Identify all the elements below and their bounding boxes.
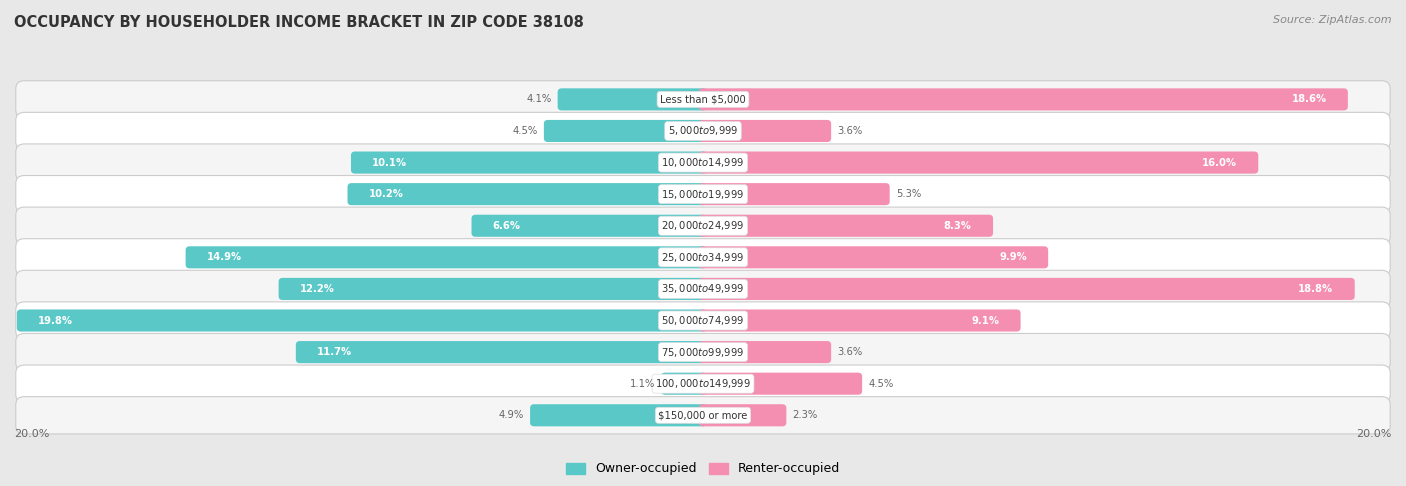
Text: 20.0%: 20.0% xyxy=(14,429,49,438)
FancyBboxPatch shape xyxy=(347,183,707,205)
Text: Source: ZipAtlas.com: Source: ZipAtlas.com xyxy=(1274,15,1392,25)
Text: $150,000 or more: $150,000 or more xyxy=(658,410,748,420)
FancyBboxPatch shape xyxy=(661,373,707,395)
Text: 1.1%: 1.1% xyxy=(630,379,655,389)
FancyBboxPatch shape xyxy=(15,333,1391,371)
Text: 18.6%: 18.6% xyxy=(1291,94,1326,104)
Text: 14.9%: 14.9% xyxy=(207,252,242,262)
Legend: Owner-occupied, Renter-occupied: Owner-occupied, Renter-occupied xyxy=(561,457,845,481)
Text: 3.6%: 3.6% xyxy=(838,126,863,136)
Text: 11.7%: 11.7% xyxy=(318,347,353,357)
Text: 4.5%: 4.5% xyxy=(869,379,894,389)
FancyBboxPatch shape xyxy=(295,341,707,363)
Text: 10.1%: 10.1% xyxy=(373,157,408,168)
FancyBboxPatch shape xyxy=(352,152,707,174)
Text: $100,000 to $149,999: $100,000 to $149,999 xyxy=(655,377,751,390)
FancyBboxPatch shape xyxy=(15,270,1391,308)
Text: 10.2%: 10.2% xyxy=(368,189,404,199)
FancyBboxPatch shape xyxy=(15,144,1391,181)
FancyBboxPatch shape xyxy=(15,365,1391,402)
Text: $5,000 to $9,999: $5,000 to $9,999 xyxy=(668,124,738,138)
FancyBboxPatch shape xyxy=(15,81,1391,118)
FancyBboxPatch shape xyxy=(699,152,1258,174)
Text: $20,000 to $24,999: $20,000 to $24,999 xyxy=(661,219,745,232)
Text: Less than $5,000: Less than $5,000 xyxy=(661,94,745,104)
FancyBboxPatch shape xyxy=(530,404,707,426)
Text: $50,000 to $74,999: $50,000 to $74,999 xyxy=(661,314,745,327)
Text: 5.3%: 5.3% xyxy=(896,189,921,199)
Text: $15,000 to $19,999: $15,000 to $19,999 xyxy=(661,188,745,201)
FancyBboxPatch shape xyxy=(558,88,707,110)
Text: 8.3%: 8.3% xyxy=(943,221,972,231)
FancyBboxPatch shape xyxy=(699,278,1355,300)
FancyBboxPatch shape xyxy=(278,278,707,300)
FancyBboxPatch shape xyxy=(15,112,1391,150)
FancyBboxPatch shape xyxy=(15,239,1391,276)
FancyBboxPatch shape xyxy=(699,88,1348,110)
FancyBboxPatch shape xyxy=(17,310,707,331)
FancyBboxPatch shape xyxy=(699,310,1021,331)
FancyBboxPatch shape xyxy=(15,397,1391,434)
Text: 4.5%: 4.5% xyxy=(512,126,537,136)
FancyBboxPatch shape xyxy=(699,373,862,395)
Text: 20.0%: 20.0% xyxy=(1357,429,1392,438)
Text: 12.2%: 12.2% xyxy=(299,284,335,294)
FancyBboxPatch shape xyxy=(544,120,707,142)
Text: 18.8%: 18.8% xyxy=(1298,284,1333,294)
Text: 6.6%: 6.6% xyxy=(494,221,520,231)
Text: 9.9%: 9.9% xyxy=(1000,252,1026,262)
Text: 3.6%: 3.6% xyxy=(838,347,863,357)
FancyBboxPatch shape xyxy=(699,120,831,142)
Text: $25,000 to $34,999: $25,000 to $34,999 xyxy=(661,251,745,264)
Text: $75,000 to $99,999: $75,000 to $99,999 xyxy=(661,346,745,359)
FancyBboxPatch shape xyxy=(699,341,831,363)
FancyBboxPatch shape xyxy=(471,215,707,237)
FancyBboxPatch shape xyxy=(15,207,1391,244)
Text: 4.1%: 4.1% xyxy=(526,94,551,104)
FancyBboxPatch shape xyxy=(699,215,993,237)
Text: 16.0%: 16.0% xyxy=(1202,157,1237,168)
Text: 4.9%: 4.9% xyxy=(499,410,524,420)
Text: 2.3%: 2.3% xyxy=(793,410,818,420)
Text: 9.1%: 9.1% xyxy=(972,315,1000,326)
FancyBboxPatch shape xyxy=(186,246,707,268)
FancyBboxPatch shape xyxy=(15,302,1391,339)
Text: $35,000 to $49,999: $35,000 to $49,999 xyxy=(661,282,745,295)
FancyBboxPatch shape xyxy=(15,175,1391,213)
Text: OCCUPANCY BY HOUSEHOLDER INCOME BRACKET IN ZIP CODE 38108: OCCUPANCY BY HOUSEHOLDER INCOME BRACKET … xyxy=(14,15,583,30)
Text: $10,000 to $14,999: $10,000 to $14,999 xyxy=(661,156,745,169)
FancyBboxPatch shape xyxy=(699,404,786,426)
FancyBboxPatch shape xyxy=(699,183,890,205)
FancyBboxPatch shape xyxy=(699,246,1047,268)
Text: 19.8%: 19.8% xyxy=(38,315,73,326)
